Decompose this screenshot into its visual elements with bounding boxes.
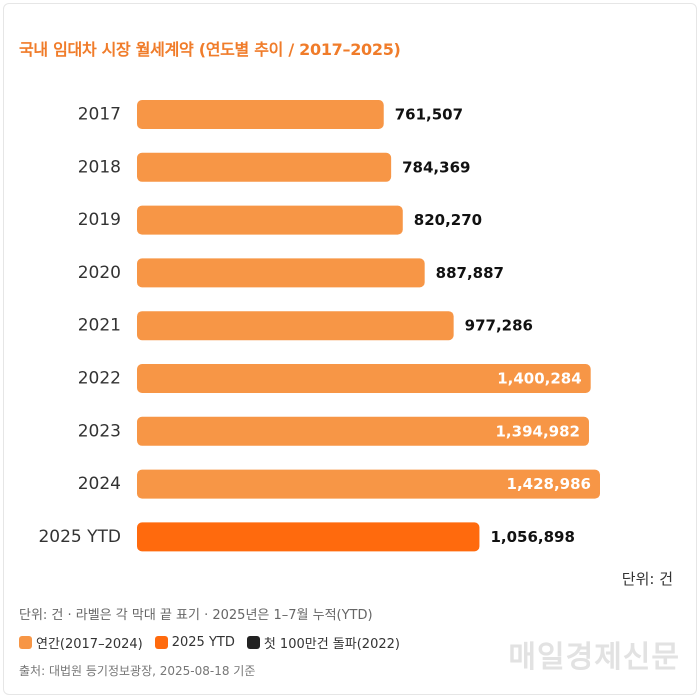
legend-label: 첫 100만건 돌파(2022): [263, 637, 400, 652]
legend-label: 2025 YTD: [171, 635, 235, 650]
category-label: 2023: [78, 421, 121, 441]
bar: [137, 522, 480, 552]
bar: [137, 469, 600, 499]
value-label: 887,887: [436, 264, 504, 282]
category-label: 2017: [78, 105, 121, 125]
bar: [137, 258, 425, 288]
bar: [137, 416, 589, 446]
value-label: 977,286: [465, 317, 533, 335]
bar-chart: 2017 761,507 2018 784,369 2019 820,270 2020 887…: [38, 100, 600, 552]
value-label: 820,270: [414, 211, 482, 229]
value-label: 1,056,898: [490, 528, 574, 546]
legend-swatch: [19, 636, 32, 649]
value-label: 1,400,284: [497, 370, 581, 388]
category-label: 2020: [78, 263, 121, 283]
legend-label: 연간(2017–2024): [36, 637, 143, 652]
value-label: 1,428,986: [507, 475, 591, 493]
category-label: 2021: [78, 316, 121, 336]
category-label: 2025 YTD: [38, 527, 121, 547]
bar: [137, 152, 392, 182]
bar: [137, 364, 591, 393]
category-label: 2018: [78, 157, 121, 177]
legend-item-annual: 연간(2017–2024): [19, 633, 143, 652]
category-label: 2024: [78, 474, 121, 494]
bar: [137, 205, 403, 235]
legend-item-first-million: 첫 100만건 돌파(2022): [246, 633, 400, 652]
chart-title: 국내 임대차 시장 월세계약 (연도별 추이 / 2017–2025): [19, 40, 401, 59]
category-label: 2022: [78, 369, 121, 389]
bar: [137, 311, 454, 341]
source-note: 출처: 대법원 등기정보광장, 2025-08-18 기준: [19, 664, 256, 678]
watermark-logo: 매일경제신문: [508, 640, 680, 675]
bar: [137, 100, 384, 129]
legend-item-2025-ytd: 2025 YTD: [154, 635, 235, 650]
unit-label: 단위: 건: [621, 570, 673, 588]
legend: 연간(2017–2024) 2025 YTD 첫 100만건 돌파(2022): [19, 633, 400, 652]
footnote: 단위: 건 · 라벨은 각 막대 끝 표기 · 2025년은 1–7월 누적(Y…: [19, 608, 373, 623]
category-label: 2019: [78, 210, 121, 230]
legend-swatch: [246, 636, 260, 649]
value-label: 784,369: [402, 158, 470, 176]
legend-swatch: [154, 636, 168, 649]
value-label: 761,507: [395, 106, 463, 124]
value-label: 1,394,982: [496, 422, 580, 440]
